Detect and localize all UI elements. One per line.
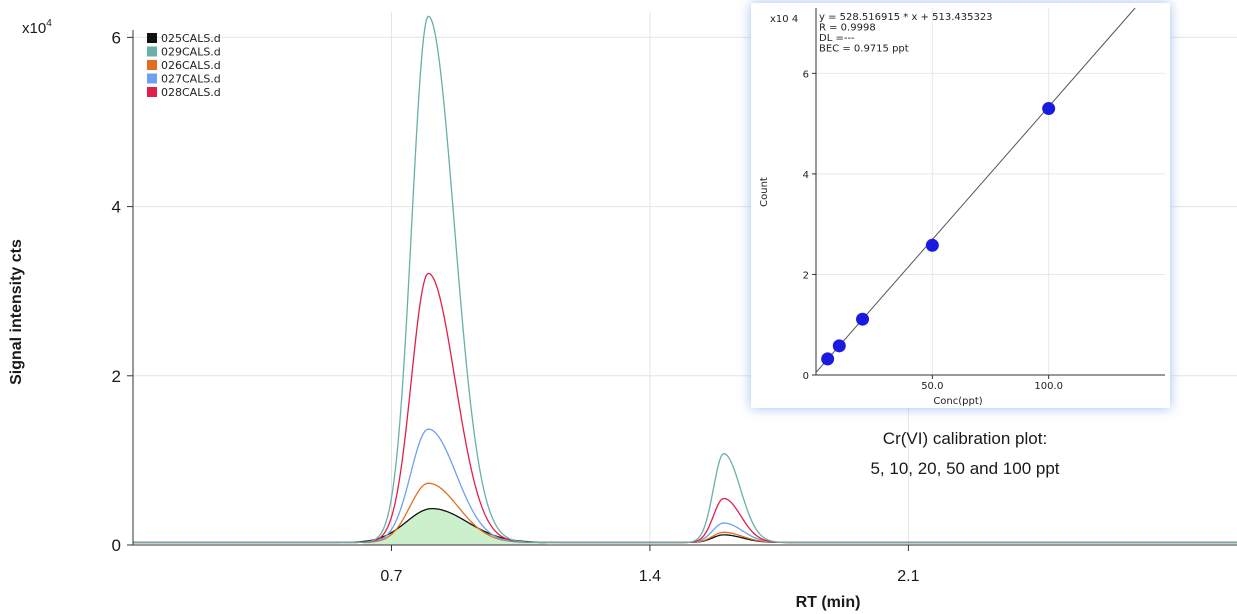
series-line-029CALS.d <box>133 15 1237 544</box>
legend-label-028CALS.d: 028CALS.d <box>161 86 221 99</box>
y-axis-title: Signal intensity cts <box>8 239 25 385</box>
legend-swatch-029CALS.d <box>147 46 157 57</box>
calibration-point-10ppt <box>832 339 846 353</box>
calibration-point-5ppt <box>821 352 835 366</box>
inset-x-tick-label-100.0: 100.0 <box>1034 381 1063 392</box>
inset-caption-line-2: 5, 10, 20, 50 and 100 ppt <box>870 459 1059 478</box>
y-tick-label-2: 2 <box>112 367 121 386</box>
legend-swatch-027CALS.d <box>147 73 157 84</box>
inset-annotation-0: y = 528.516915 * x + 513.435323 <box>819 12 993 23</box>
inset-x-tick-label-50.0: 50.0 <box>921 381 943 392</box>
inset-multiplier: x10 4 <box>770 14 798 25</box>
inset-annotation-2: DL =--- <box>819 33 855 44</box>
inset-y-tick-label-4: 4 <box>803 170 809 181</box>
series-line-026CALS.d <box>133 482 1237 544</box>
calibration-fit-line <box>815 7 1136 373</box>
legend-label-029CALS.d: 029CALS.d <box>161 46 221 59</box>
main-shaded-area <box>361 508 547 545</box>
legend-swatch-028CALS.d <box>147 87 157 97</box>
inset-caption-line-1: Cr(VI) calibration plot: <box>883 429 1047 448</box>
calibration-point-50ppt <box>925 238 939 252</box>
calibration-point-100ppt <box>1042 102 1056 116</box>
y-tick-label-4: 4 <box>112 198 121 217</box>
inset-frame <box>751 3 1170 408</box>
calibration-inset: 50.0 100.0 0 2 4 6 y = 528.516915 * x + 513.4… <box>751 3 1170 408</box>
inset-y-tick-label-0: 0 <box>803 371 809 382</box>
calibration-point-20ppt <box>856 312 870 326</box>
series-line-027CALS.d <box>133 428 1237 544</box>
y-tick-label-6: 6 <box>112 28 121 47</box>
x-tick-label-0.7: 0.7 <box>380 568 402 585</box>
series-line-025CALS.d <box>133 507 1237 544</box>
main-axes <box>132 30 1237 546</box>
x-axis-title: RT (min) <box>796 594 861 611</box>
inset-grid <box>816 8 1165 375</box>
y-tick-label-0: 0 <box>112 536 121 555</box>
legend-label-027CALS.d: 027CALS.d <box>161 73 221 86</box>
inset-y-title: Count <box>759 177 770 207</box>
inset-points <box>821 102 1056 366</box>
inset-fit-line <box>815 7 1136 373</box>
inset-annotation-3: BEC = 0.9715 ppt <box>819 44 909 55</box>
inset-y-tick-label-6: 6 <box>803 69 809 80</box>
legend: 025CALS.d029CALS.d026CALS.d027CALS.d028C… <box>147 32 221 99</box>
main-tick-labels: 0.7 1.4 2.1 0 2 4 6 <box>112 28 920 585</box>
main-series-group <box>133 15 1237 544</box>
legend-swatch-026CALS.d <box>147 60 157 70</box>
legend-label-025CALS.d: 025CALS.d <box>161 32 221 45</box>
legend-swatch-025CALS.d <box>147 33 157 43</box>
legend-label-026CALS.d: 026CALS.d <box>161 59 221 72</box>
x-tick-label-2.1: 2.1 <box>897 568 919 585</box>
shaded-area-025CALS.d <box>361 508 547 545</box>
inset-y-tick-label-2: 2 <box>803 270 809 281</box>
inset-axes <box>815 8 1165 376</box>
inset-x-title: Conc(ppt) <box>933 396 982 407</box>
y-multiplier-label: x104 <box>22 18 52 37</box>
x-tick-label-1.4: 1.4 <box>639 568 661 585</box>
inset-tick-labels: 50.0 100.0 0 2 4 6 <box>803 69 1063 392</box>
inset-annotation-1: R = 0.9998 <box>819 23 876 34</box>
